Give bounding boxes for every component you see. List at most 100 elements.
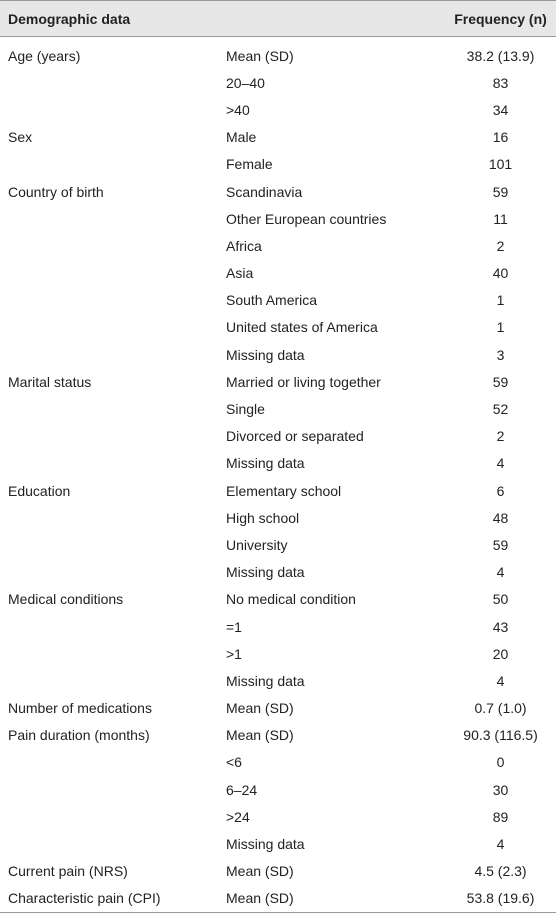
empty-cell	[0, 803, 213, 830]
empty-cell	[0, 395, 213, 422]
row-value: 34	[492, 101, 509, 118]
row-value: 101	[488, 156, 513, 173]
empty-cell	[0, 423, 213, 450]
row-value: 2	[496, 428, 505, 445]
row-value: 52	[492, 401, 509, 418]
row-label: Mean (SD)	[226, 47, 294, 64]
empty-cell	[0, 559, 213, 586]
table-row: >1 20	[0, 640, 556, 667]
row-label: 20–40	[226, 74, 265, 91]
row-label: Africa	[226, 237, 262, 254]
empty-cell	[0, 314, 213, 341]
table-row: 6–24 30	[0, 776, 556, 803]
table-row: University 59	[0, 531, 556, 558]
empty-cell	[0, 830, 213, 857]
table-row: Female 101	[0, 151, 556, 178]
table-row: >24 89	[0, 803, 556, 830]
empty-cell	[0, 531, 213, 558]
empty-cell	[0, 232, 213, 259]
table-row: 20–40 83	[0, 69, 556, 96]
row-value: 4	[496, 836, 505, 853]
row-value: 48	[492, 509, 509, 526]
row-value: 40	[492, 265, 509, 282]
header-cell: Demographic data	[0, 0, 450, 37]
row-value: 59	[492, 536, 509, 553]
table-row: Country of birth Scandinavia 59	[0, 178, 556, 205]
row-label: Missing data	[226, 346, 305, 363]
row-label: <6	[226, 754, 242, 771]
table-row: Missing data 4	[0, 559, 556, 586]
group-label: Age (years)	[8, 47, 81, 64]
row-value: 53.8 (19.6)	[449, 884, 556, 913]
row-value: 0.7 (1.0)	[474, 700, 527, 717]
row-value: 3	[496, 346, 505, 363]
table-row: Medical conditions No medical condition 50	[0, 586, 556, 613]
group-label: Pain duration (months)	[8, 727, 150, 744]
table-row: Characteristic pain (CPI) Mean (SD) 53.8 (…	[0, 884, 556, 913]
row-label: Missing data	[226, 672, 305, 689]
row-label: >24	[226, 808, 250, 825]
row-value: 0	[496, 754, 505, 771]
group-label: Education	[8, 482, 71, 499]
row-label: >40	[226, 101, 250, 118]
row-label: Married or living together	[226, 373, 381, 390]
group-label: Country of birth	[8, 183, 104, 200]
row-label: Elementary school	[226, 482, 342, 499]
row-value: 4	[496, 455, 505, 472]
empty-cell	[0, 96, 213, 123]
table-row: Other European countries 11	[0, 205, 556, 232]
table-row: Divorced or separated 2	[0, 423, 556, 450]
table-row: Current pain (NRS) Mean (SD) 4.5 (2.3)	[0, 858, 556, 885]
empty-cell	[0, 341, 213, 368]
table-row: Marital status Married or living together…	[0, 368, 556, 395]
row-label: Other European countries	[226, 210, 387, 227]
table-row: Single 52	[0, 395, 556, 422]
row-label: Mean (SD)	[226, 863, 294, 880]
row-label: Mean (SD)	[226, 700, 294, 717]
table-row: Missing data 3	[0, 341, 556, 368]
table-row: <6 0	[0, 749, 556, 776]
row-label: Mean (SD)	[226, 727, 294, 744]
empty-cell	[0, 613, 213, 640]
row-value: 4	[496, 672, 505, 689]
empty-cell	[0, 776, 213, 803]
row-value: 11	[493, 210, 508, 227]
row-value: 1	[496, 319, 505, 336]
row-value: 4.5 (2.3)	[474, 863, 527, 880]
row-label: University	[226, 536, 288, 553]
row-value: 43	[492, 618, 509, 635]
row-label: Female	[226, 156, 273, 173]
row-value: 38.2 (13.9)	[466, 47, 535, 64]
row-label: Missing data	[226, 455, 305, 472]
row-value: 90.3 (116.5)	[463, 727, 538, 744]
row-value: 20	[492, 645, 509, 662]
table-row: Asia 40	[0, 260, 556, 287]
row-value: 59	[492, 183, 509, 200]
empty-cell	[0, 205, 213, 232]
table-row: Sex Male 16	[0, 124, 556, 151]
row-label: Single	[226, 401, 265, 418]
empty-cell	[0, 151, 213, 178]
table-row: South America 1	[0, 287, 556, 314]
table-row: Pain duration (months) Mean (SD) 90.3 (116…	[0, 722, 556, 749]
table-row: Africa 2	[0, 232, 556, 259]
group-label: Sex	[8, 129, 33, 146]
group-label: Characteristic pain (CPI)	[0, 884, 213, 913]
empty-cell	[0, 450, 213, 477]
empty-cell	[0, 667, 213, 694]
row-value: 89	[492, 808, 509, 825]
table-row: Missing data 4	[0, 830, 556, 857]
row-value: 6	[496, 482, 505, 499]
row-value: 16	[492, 129, 509, 146]
table-row: Education Elementary school 6	[0, 477, 556, 504]
row-label: South America	[226, 292, 318, 309]
row-label: United states of America	[226, 319, 378, 336]
row-label: Asia	[226, 265, 254, 282]
empty-cell	[0, 504, 213, 531]
row-value: 4	[496, 564, 505, 581]
row-label: Mean (SD)	[213, 884, 450, 913]
row-label: Missing data	[226, 564, 305, 581]
empty-cell	[0, 287, 213, 314]
group-label: Marital status	[8, 373, 92, 390]
